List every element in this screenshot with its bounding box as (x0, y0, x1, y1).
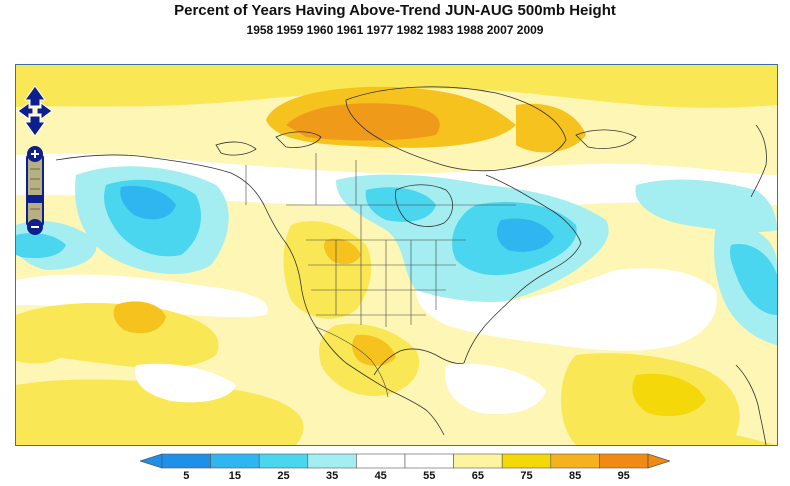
field-region (445, 363, 546, 415)
colorbar-swatch (258, 453, 309, 469)
political-boundaries (245, 153, 516, 398)
colorbar-legend: 5 15 25 35 45 55 65 75 85 95 (138, 453, 672, 486)
field-region (323, 238, 361, 265)
field-region (632, 373, 706, 417)
anomaly-map (16, 65, 777, 445)
pan-left-icon[interactable] (17, 102, 34, 120)
pan-right-icon[interactable] (36, 102, 53, 120)
map-navigation (17, 84, 53, 236)
field-region (16, 233, 66, 259)
field-region (516, 103, 586, 153)
field-region (635, 179, 777, 233)
colorbar-swatch (404, 453, 454, 469)
colorbar-tick-label: 75 (520, 470, 533, 482)
colorbar-tick-label: 55 (423, 470, 436, 482)
colorbar-tick-label: 45 (374, 470, 387, 482)
field-region (16, 379, 304, 445)
colorbar-swatch (307, 453, 357, 469)
map-title: Percent of Years Having Above-Trend JUN-… (174, 2, 616, 19)
field-region (365, 187, 436, 222)
colorbar-tick-label: 35 (325, 470, 339, 482)
coastlines (55, 86, 767, 445)
colorbar-strip (138, 453, 672, 469)
colorbar-tick-label: 25 (277, 470, 290, 482)
field-region (120, 185, 176, 220)
map-viewport[interactable] (15, 64, 778, 446)
field-region (16, 330, 71, 364)
field-region (352, 334, 396, 366)
colorbar-high-arrow (647, 453, 672, 469)
colorbar-tick-label: 5 (183, 470, 190, 482)
colorbar-swatch (453, 453, 503, 469)
pan-up-icon[interactable] (24, 85, 46, 107)
field-region (286, 103, 440, 141)
field-region (496, 218, 554, 252)
colorbar-low-arrow (138, 453, 163, 469)
pan-arrows-icon[interactable] (17, 84, 53, 138)
field-region (416, 268, 717, 351)
colorbar-swatch (550, 453, 600, 469)
pan-down-icon[interactable] (24, 115, 46, 137)
field-region (729, 244, 777, 315)
field-region (135, 363, 236, 403)
colorbar-swatch (501, 453, 552, 469)
colorbar-swatch (210, 453, 260, 469)
colorbar-swatch (161, 453, 211, 469)
field-region (113, 301, 166, 334)
zoom-handle[interactable] (27, 195, 43, 203)
colorbar-tick-label: 65 (471, 470, 485, 482)
years-subtitle: 1958 1959 1960 1961 1977 1982 1983 1988 … (246, 23, 544, 37)
colorbar-tick-label: 15 (228, 470, 242, 482)
colorbar-tick-label: 85 (568, 470, 582, 482)
colorbar-swatch (356, 453, 406, 469)
colorbar-tick-label: 95 (617, 470, 630, 482)
field-region (16, 65, 777, 108)
zoom-slider[interactable] (26, 145, 44, 236)
colorbar-swatch (599, 453, 649, 469)
